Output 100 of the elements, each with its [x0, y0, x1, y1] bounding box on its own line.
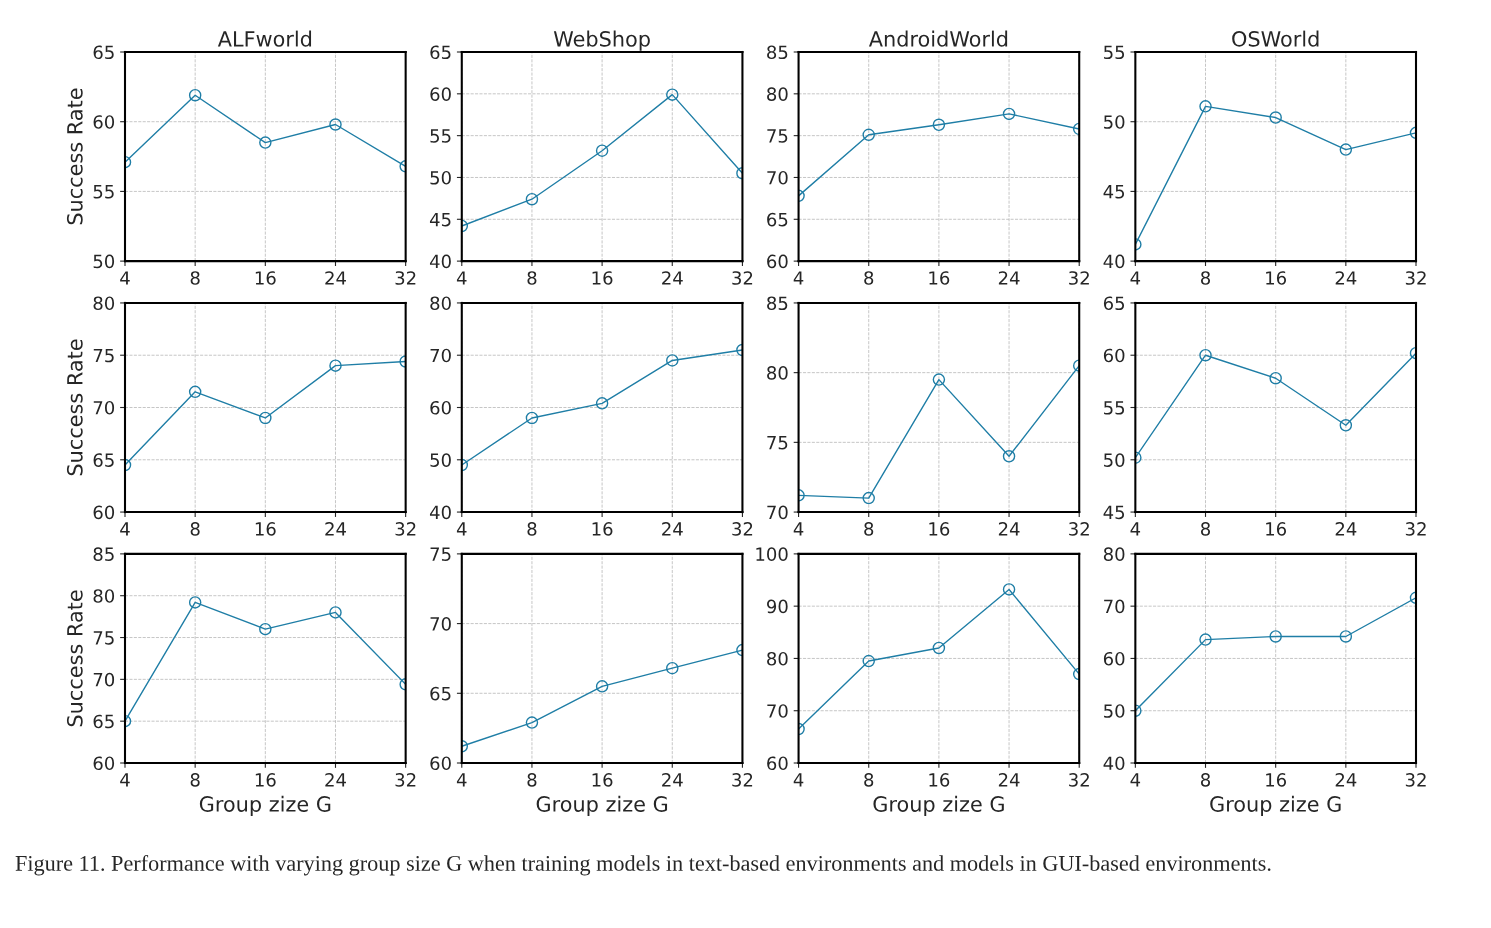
- y-tick-label: 60: [430, 400, 451, 415]
- point: [1199, 633, 1212, 646]
- point: [188, 596, 202, 609]
- point: [259, 411, 272, 425]
- y-tick-label: 40: [1103, 254, 1125, 269]
- x-tick-label: 16: [1266, 522, 1287, 536]
- x-tick-label: 8: [527, 271, 537, 285]
- caption: Figure 11. Performance with varying group size G when training models in text-based environments and models in GUI-based environments.: [15, 855, 1271, 876]
- point: [329, 606, 342, 619]
- y-tick-label: 40: [1103, 756, 1125, 771]
- x-tick-label: 16: [929, 271, 950, 285]
- y-tick-label: 50: [1104, 115, 1125, 129]
- x-axis-title: Group zize G: [873, 795, 1004, 816]
- y-tick-label: 65: [93, 45, 114, 60]
- y-tick-label: 50: [430, 170, 451, 185]
- y-tick-label: 60: [1103, 348, 1125, 363]
- point: [1269, 630, 1282, 643]
- point: [932, 118, 946, 132]
- point: [188, 385, 202, 399]
- point: [862, 128, 875, 142]
- x-tick-label: 4: [1130, 773, 1141, 787]
- x-tick-label: 4: [456, 271, 467, 285]
- y-tick-label: 55: [1104, 401, 1125, 415]
- x-tick-label: 32: [1405, 271, 1426, 285]
- point: [1339, 419, 1353, 432]
- x-tick-label: 24: [662, 522, 683, 536]
- point: [862, 654, 875, 668]
- x-tick-label: 8: [864, 522, 874, 536]
- point: [1002, 450, 1016, 463]
- x-tick-label: 8: [864, 773, 874, 787]
- y-tick-label: 60: [1103, 651, 1125, 666]
- point: [525, 192, 539, 206]
- point: [188, 88, 202, 102]
- x-tick-label: 32: [732, 773, 753, 787]
- x-tick-label: 16: [929, 522, 950, 536]
- x-axis-title: Group zize G: [536, 795, 668, 816]
- y-tick-label: 60: [93, 505, 115, 520]
- x-tick-label: 32: [395, 271, 416, 285]
- x-tick-label: 8: [1200, 271, 1211, 285]
- x-tick-label: 24: [1335, 522, 1357, 536]
- y-tick-label: 100: [756, 547, 788, 561]
- x-tick-label: 32: [732, 271, 753, 285]
- y-tick-label: 85: [767, 296, 788, 311]
- y-tick-label: 70: [767, 704, 788, 718]
- x-tick-label: 4: [120, 271, 130, 285]
- chart-title: WebShop: [553, 30, 650, 51]
- point: [259, 622, 272, 636]
- y-tick-label: 65: [1103, 296, 1125, 311]
- y-tick-label: 50: [93, 254, 115, 269]
- y-tick-label: 70: [767, 170, 788, 185]
- y-tick-label: 65: [430, 686, 451, 701]
- y-tick-label: 60: [430, 87, 451, 101]
- x-tick-label: 16: [255, 773, 276, 787]
- y-tick-label: 65: [93, 453, 114, 467]
- y-tick-label: 75: [430, 547, 451, 561]
- x-tick-label: 24: [998, 271, 1020, 285]
- x-tick-label: 8: [1200, 773, 1211, 787]
- x-tick-label: 32: [395, 773, 416, 787]
- y-tick-label: 85: [93, 547, 114, 561]
- point: [259, 136, 272, 149]
- point: [666, 354, 679, 367]
- y-tick-label: 65: [767, 212, 788, 227]
- y-tick-label: 80: [767, 87, 788, 101]
- point: [525, 411, 539, 425]
- x-tick-label: 8: [527, 522, 537, 536]
- y-tick-label: 50: [1104, 704, 1125, 718]
- point: [666, 661, 679, 675]
- x-tick-label: 8: [190, 773, 200, 787]
- x-tick-label: 8: [864, 271, 874, 285]
- x-tick-label: 32: [1069, 773, 1089, 787]
- y-tick-label: 45: [429, 212, 451, 227]
- point: [862, 491, 875, 505]
- x-tick-label: 16: [592, 271, 613, 285]
- x-axis-title: Group zize G: [199, 795, 331, 816]
- y-tick-label: 75: [767, 129, 788, 143]
- y-tick-label: 65: [430, 45, 451, 60]
- y-tick-label: 45: [1103, 505, 1125, 520]
- x-tick-label: 32: [1405, 773, 1426, 787]
- x-tick-label: 8: [527, 773, 537, 787]
- x-tick-label: 16: [255, 271, 276, 285]
- x-tick-label: 4: [120, 773, 130, 787]
- x-tick-label: 8: [190, 271, 200, 285]
- x-tick-label: 4: [793, 271, 804, 285]
- point: [932, 373, 946, 386]
- x-tick-label: 4: [456, 522, 467, 536]
- y-tick-label: 80: [430, 296, 451, 311]
- x-tick-label: 32: [1405, 522, 1426, 536]
- x-axis-title: Group zize G: [1210, 795, 1341, 816]
- point: [1269, 371, 1282, 385]
- x-tick-label: 4: [793, 773, 804, 787]
- point: [595, 144, 609, 157]
- x-tick-label: 16: [1266, 773, 1287, 787]
- point: [1339, 630, 1353, 643]
- y-tick-label: 80: [93, 296, 115, 311]
- y-axis-title: Success Rate: [66, 590, 83, 727]
- point: [1199, 100, 1212, 113]
- x-tick-label: 16: [255, 522, 276, 536]
- y-tick-label: 85: [767, 45, 788, 60]
- y-tick-label: 70: [430, 348, 451, 363]
- y-tick-label: 60: [767, 756, 788, 771]
